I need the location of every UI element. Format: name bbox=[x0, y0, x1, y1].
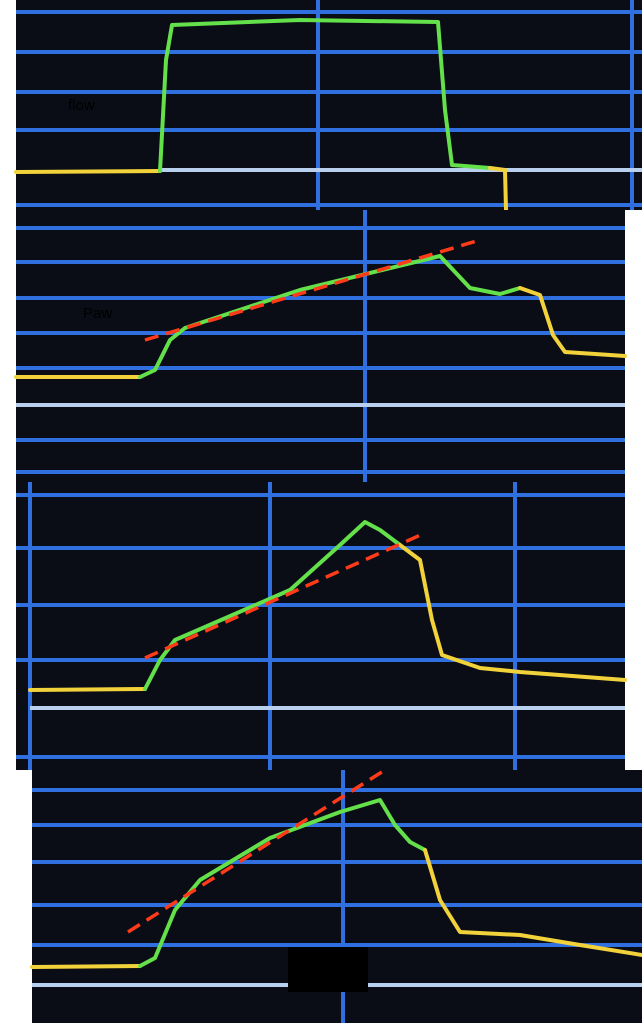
pressure-panel: Paw bbox=[16, 210, 625, 482]
panel-label: flow bbox=[68, 97, 95, 114]
screenshot-composite: flow Paw bbox=[0, 0, 642, 1023]
pressure-panel bbox=[32, 770, 642, 1023]
panel-label: Paw bbox=[83, 305, 112, 322]
pressure-panel bbox=[16, 482, 625, 770]
flow-panel: flow bbox=[16, 0, 642, 210]
page: flow Paw bbox=[0, 0, 642, 1023]
